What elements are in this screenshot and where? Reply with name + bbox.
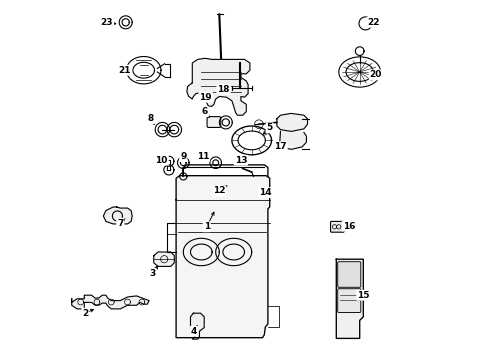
Polygon shape <box>72 295 149 309</box>
Text: 4: 4 <box>190 327 197 336</box>
Text: 20: 20 <box>369 71 381 80</box>
Polygon shape <box>276 113 307 131</box>
Text: 12: 12 <box>213 186 225 195</box>
Text: 17: 17 <box>274 143 286 152</box>
Text: 22: 22 <box>366 18 379 27</box>
FancyBboxPatch shape <box>337 289 360 312</box>
Text: 18: 18 <box>217 85 229 94</box>
Polygon shape <box>176 176 269 338</box>
FancyBboxPatch shape <box>330 221 344 232</box>
Text: 23: 23 <box>101 18 113 27</box>
Text: 3: 3 <box>149 269 156 278</box>
Text: 19: 19 <box>199 93 211 102</box>
Text: 21: 21 <box>119 66 131 75</box>
Polygon shape <box>279 131 306 149</box>
Text: 7: 7 <box>117 219 123 228</box>
Text: 10: 10 <box>155 156 167 165</box>
Text: 1: 1 <box>203 222 209 231</box>
Text: 16: 16 <box>342 222 354 231</box>
Polygon shape <box>186 58 249 115</box>
Polygon shape <box>153 252 174 266</box>
FancyBboxPatch shape <box>337 262 360 287</box>
Text: 2: 2 <box>82 309 88 318</box>
FancyBboxPatch shape <box>206 117 220 127</box>
Polygon shape <box>336 259 363 338</box>
Text: 5: 5 <box>266 123 272 132</box>
Text: 8: 8 <box>147 114 154 123</box>
Polygon shape <box>103 207 132 224</box>
Text: 11: 11 <box>197 152 209 161</box>
Polygon shape <box>190 313 204 339</box>
Text: 14: 14 <box>259 188 271 197</box>
Text: 6: 6 <box>202 107 207 116</box>
Text: 9: 9 <box>180 152 186 161</box>
Text: 13: 13 <box>234 156 246 165</box>
Text: 15: 15 <box>356 291 369 300</box>
